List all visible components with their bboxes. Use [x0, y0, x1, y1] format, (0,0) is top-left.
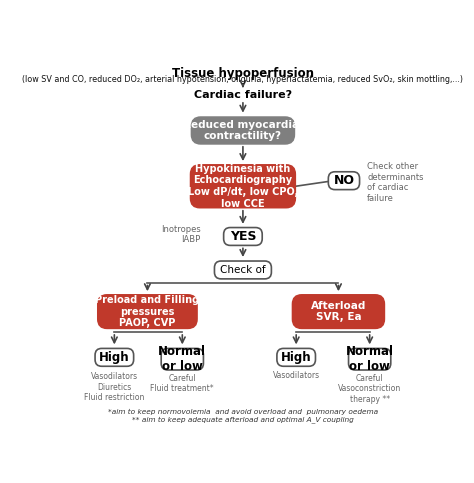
FancyBboxPatch shape	[191, 165, 295, 208]
Text: Normal
or low: Normal or low	[158, 345, 206, 373]
FancyBboxPatch shape	[95, 348, 134, 366]
FancyBboxPatch shape	[292, 295, 384, 328]
Text: NO: NO	[333, 174, 355, 187]
Text: Check other
determinants
of cardiac
failure: Check other determinants of cardiac fail…	[367, 162, 424, 203]
FancyBboxPatch shape	[328, 172, 360, 190]
Text: Normal
or low: Normal or low	[346, 345, 394, 373]
Text: (low SV and CO, reduced DO₂, arterial hypotension, oliguria, hyperlactatemia, re: (low SV and CO, reduced DO₂, arterial hy…	[22, 75, 464, 84]
Text: YES: YES	[230, 230, 256, 243]
FancyBboxPatch shape	[191, 117, 294, 144]
Text: Vasodilators
Diuretics
Fluid restriction: Vasodilators Diuretics Fluid restriction	[84, 372, 145, 402]
Text: *aim to keep normovolemia  and avoid overload and  pulmonary oedema: *aim to keep normovolemia and avoid over…	[108, 409, 378, 415]
Text: Cardiac failure?: Cardiac failure?	[194, 90, 292, 100]
FancyBboxPatch shape	[161, 348, 203, 370]
Text: Check of: Check of	[220, 265, 266, 275]
FancyBboxPatch shape	[98, 295, 197, 328]
FancyBboxPatch shape	[214, 261, 272, 279]
Text: Vasodilators: Vasodilators	[273, 371, 320, 380]
Text: Tissue hypoperfusion: Tissue hypoperfusion	[172, 67, 314, 80]
FancyBboxPatch shape	[348, 348, 391, 370]
Text: ** aim to keep adequate afterload and optimal A_V coupling: ** aim to keep adequate afterload and op…	[132, 416, 354, 423]
Text: Careful
Vasoconstriction
therapy **: Careful Vasoconstriction therapy **	[338, 374, 401, 404]
Text: Reduced myocardial
contractility?: Reduced myocardial contractility?	[183, 120, 303, 142]
Text: Inotropes
IABP: Inotropes IABP	[161, 225, 201, 244]
Text: High: High	[281, 351, 311, 364]
Text: High: High	[99, 351, 130, 364]
Text: Afterload
SVR, Ea: Afterload SVR, Ea	[311, 301, 366, 323]
Text: Hypokinesia with
Echocardiography
Low dP/dt, low CPO,
low CCE: Hypokinesia with Echocardiography Low dP…	[188, 164, 298, 209]
Text: Careful
Fluid treatment*: Careful Fluid treatment*	[151, 374, 214, 394]
Text: Preload and Filling
pressures
PAOP, CVP: Preload and Filling pressures PAOP, CVP	[95, 295, 200, 328]
FancyBboxPatch shape	[224, 227, 262, 245]
FancyBboxPatch shape	[277, 348, 316, 366]
